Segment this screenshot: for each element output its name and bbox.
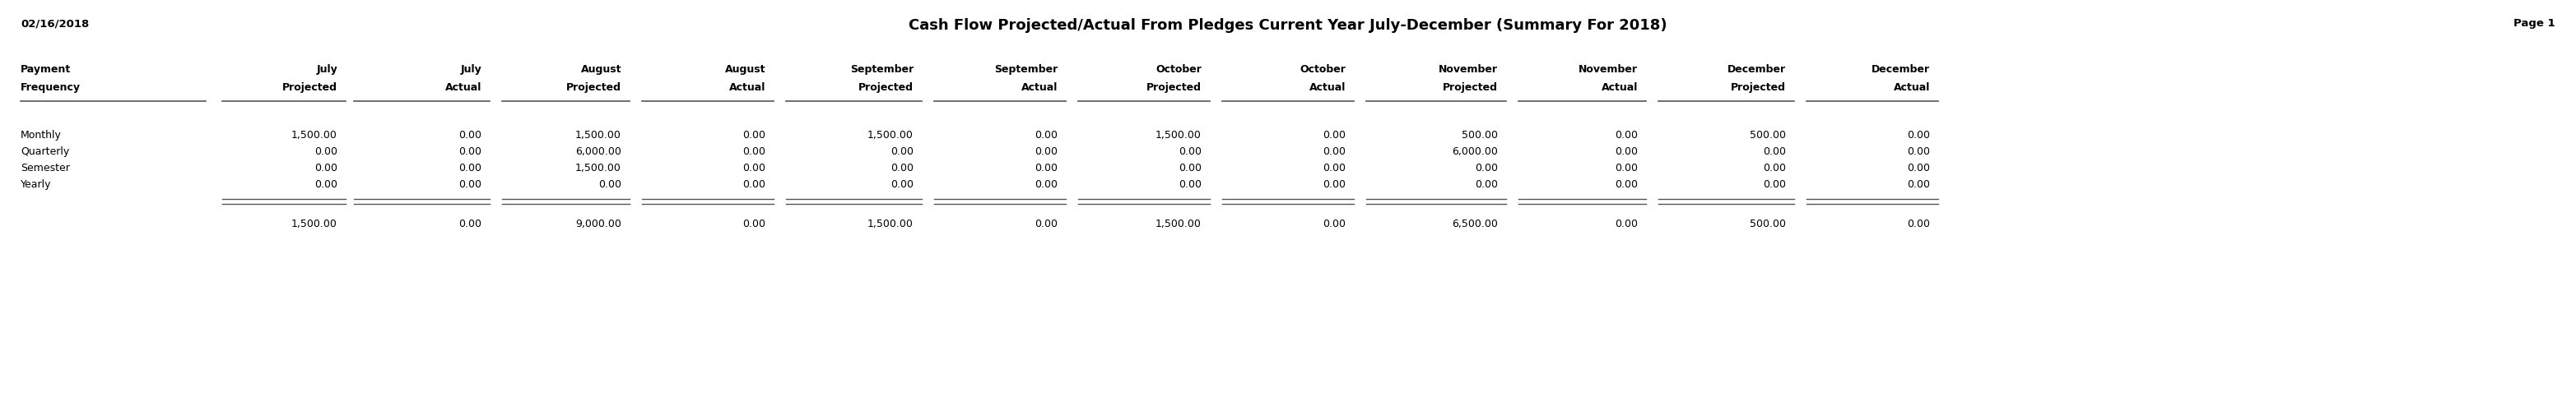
Text: 0.00: 0.00 <box>1615 146 1638 157</box>
Text: 6,000.00: 6,000.00 <box>574 146 621 157</box>
Text: Projected: Projected <box>1146 82 1200 93</box>
Text: 0.00: 0.00 <box>1615 219 1638 230</box>
Text: 0.00: 0.00 <box>1180 163 1200 173</box>
Text: 1,500.00: 1,500.00 <box>868 130 914 141</box>
Text: December: December <box>1728 64 1785 75</box>
Text: 0.00: 0.00 <box>742 179 765 190</box>
Text: 0.00: 0.00 <box>459 179 482 190</box>
Text: Actual: Actual <box>446 82 482 93</box>
Text: 0.00: 0.00 <box>1036 179 1059 190</box>
Text: December: December <box>1870 64 1929 75</box>
Text: 1,500.00: 1,500.00 <box>1157 130 1200 141</box>
Text: 1,500.00: 1,500.00 <box>574 163 621 173</box>
Text: Projected: Projected <box>1443 82 1497 93</box>
Text: Actual: Actual <box>729 82 765 93</box>
Text: Actual: Actual <box>1602 82 1638 93</box>
Text: 9,000.00: 9,000.00 <box>574 219 621 230</box>
Text: 500.00: 500.00 <box>1749 130 1785 141</box>
Text: 0.00: 0.00 <box>1036 130 1059 141</box>
Text: Cash Flow Projected/Actual From Pledges Current Year July-December (Summary For : Cash Flow Projected/Actual From Pledges … <box>909 18 1667 33</box>
Text: 0.00: 0.00 <box>459 146 482 157</box>
Text: 6,500.00: 6,500.00 <box>1453 219 1497 230</box>
Text: 0.00: 0.00 <box>742 163 765 173</box>
Text: Actual: Actual <box>1309 82 1345 93</box>
Text: 0.00: 0.00 <box>598 179 621 190</box>
Text: 0.00: 0.00 <box>1321 219 1345 230</box>
Text: 0.00: 0.00 <box>742 130 765 141</box>
Text: 1,500.00: 1,500.00 <box>1157 219 1200 230</box>
Text: Semester: Semester <box>21 163 70 173</box>
Text: 0.00: 0.00 <box>1906 146 1929 157</box>
Text: November: November <box>1579 64 1638 75</box>
Text: 0.00: 0.00 <box>314 163 337 173</box>
Text: October: October <box>1301 64 1345 75</box>
Text: 1,500.00: 1,500.00 <box>574 130 621 141</box>
Text: 0.00: 0.00 <box>1906 219 1929 230</box>
Text: September: September <box>994 64 1059 75</box>
Text: 0.00: 0.00 <box>1321 146 1345 157</box>
Text: Actual: Actual <box>1020 82 1059 93</box>
Text: 0.00: 0.00 <box>1180 179 1200 190</box>
Text: 0.00: 0.00 <box>1615 179 1638 190</box>
Text: 0.00: 0.00 <box>1321 130 1345 141</box>
Text: 1,500.00: 1,500.00 <box>291 130 337 141</box>
Text: 0.00: 0.00 <box>459 163 482 173</box>
Text: 0.00: 0.00 <box>1321 163 1345 173</box>
Text: 0.00: 0.00 <box>459 130 482 141</box>
Text: Projected: Projected <box>1731 82 1785 93</box>
Text: 0.00: 0.00 <box>891 146 914 157</box>
Text: 0.00: 0.00 <box>1906 163 1929 173</box>
Text: Page 1: Page 1 <box>2514 18 2555 29</box>
Text: November: November <box>1437 64 1497 75</box>
Text: 0.00: 0.00 <box>1180 146 1200 157</box>
Text: 0.00: 0.00 <box>314 146 337 157</box>
Text: Actual: Actual <box>1893 82 1929 93</box>
Text: 0.00: 0.00 <box>1615 163 1638 173</box>
Text: 0.00: 0.00 <box>1762 179 1785 190</box>
Text: 0.00: 0.00 <box>459 219 482 230</box>
Text: 500.00: 500.00 <box>1749 219 1785 230</box>
Text: 0.00: 0.00 <box>1906 130 1929 141</box>
Text: 0.00: 0.00 <box>1762 146 1785 157</box>
Text: 500.00: 500.00 <box>1461 130 1497 141</box>
Text: Projected: Projected <box>283 82 337 93</box>
Text: 6,000.00: 6,000.00 <box>1453 146 1497 157</box>
Text: October: October <box>1157 64 1200 75</box>
Text: 0.00: 0.00 <box>742 146 765 157</box>
Text: 0.00: 0.00 <box>1036 163 1059 173</box>
Text: September: September <box>850 64 914 75</box>
Text: Frequency: Frequency <box>21 82 80 93</box>
Text: 0.00: 0.00 <box>891 163 914 173</box>
Text: August: August <box>580 64 621 75</box>
Text: 0.00: 0.00 <box>1036 146 1059 157</box>
Text: 0.00: 0.00 <box>1615 130 1638 141</box>
Text: Projected: Projected <box>567 82 621 93</box>
Text: Projected: Projected <box>858 82 914 93</box>
Text: July: July <box>317 64 337 75</box>
Text: Yearly: Yearly <box>21 179 52 190</box>
Text: 0.00: 0.00 <box>1906 179 1929 190</box>
Text: 0.00: 0.00 <box>742 219 765 230</box>
Text: 1,500.00: 1,500.00 <box>868 219 914 230</box>
Text: 0.00: 0.00 <box>1036 219 1059 230</box>
Text: July: July <box>461 64 482 75</box>
Text: 0.00: 0.00 <box>1762 163 1785 173</box>
Text: Payment: Payment <box>21 64 72 75</box>
Text: 0.00: 0.00 <box>1476 179 1497 190</box>
Text: Monthly: Monthly <box>21 130 62 141</box>
Text: 0.00: 0.00 <box>1476 163 1497 173</box>
Text: 0.00: 0.00 <box>891 179 914 190</box>
Text: 02/16/2018: 02/16/2018 <box>21 18 90 29</box>
Text: 0.00: 0.00 <box>1321 179 1345 190</box>
Text: 0.00: 0.00 <box>314 179 337 190</box>
Text: Quarterly: Quarterly <box>21 146 70 157</box>
Text: August: August <box>724 64 765 75</box>
Text: 1,500.00: 1,500.00 <box>291 219 337 230</box>
